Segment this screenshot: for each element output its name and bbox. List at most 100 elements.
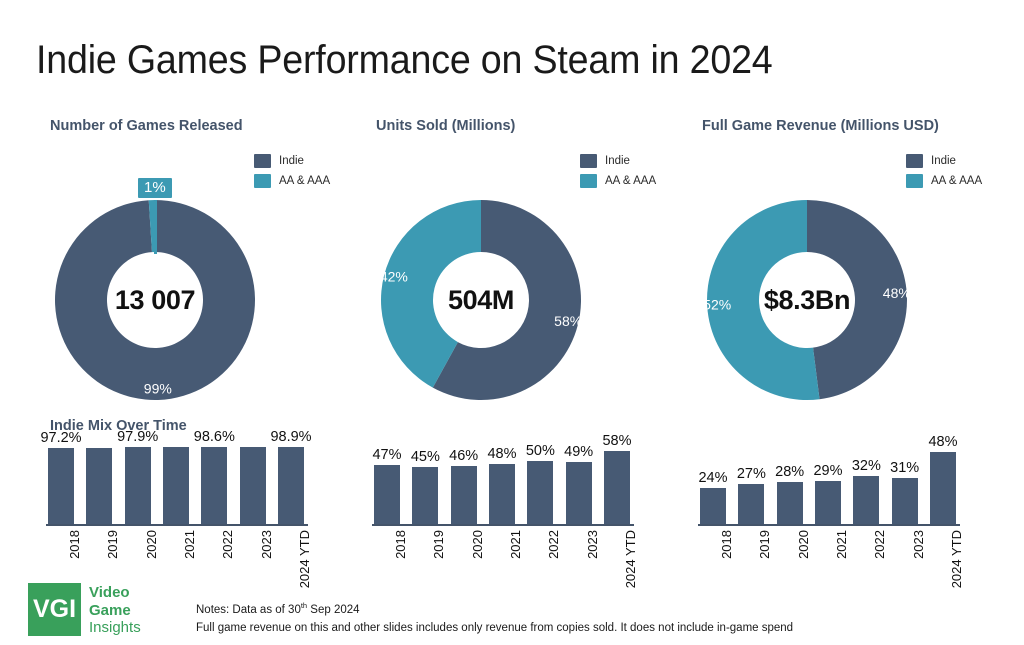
bar-value-label: 97.2% xyxy=(40,430,82,447)
donut-svg: 48% 52% xyxy=(703,199,911,400)
bar-column: 47% xyxy=(372,446,402,524)
bar-value-label: 48% xyxy=(487,445,517,462)
bar-value-label: 24% xyxy=(698,470,728,486)
donut-slice xyxy=(432,200,581,400)
logo-mark: VGI xyxy=(28,583,81,636)
bar-column: 27% xyxy=(736,446,766,524)
bar xyxy=(450,466,477,524)
donut-panel-units-sold: Units Sold (Millions) Indie AA & AAA 58%… xyxy=(362,118,682,418)
panel-title: Number of Games Released xyxy=(50,118,243,134)
bar xyxy=(201,447,228,524)
bar-value-label: 28% xyxy=(775,464,805,480)
donut-chart: 99% 13 007 1% xyxy=(54,178,255,400)
bar-value-label: 97.9% xyxy=(117,429,159,446)
bar-category-label: 2020 xyxy=(795,530,811,559)
bar-value-label: 58% xyxy=(602,433,632,450)
footnotes: Notes: Data as of 30th Sep 2024 Full gam… xyxy=(196,600,793,637)
bar-value-label: 50% xyxy=(525,443,555,460)
bar-category-label: 2021 xyxy=(508,530,523,559)
footnote-line-2: Full game revenue on this and other slid… xyxy=(196,621,794,634)
legend-item-aa-aaa: AA & AAA xyxy=(906,174,982,188)
bar-category-label: 2019 xyxy=(757,530,773,559)
bar-column: 98.6% xyxy=(194,429,235,524)
donut-slice xyxy=(381,200,481,388)
bar xyxy=(738,483,765,524)
panel-title: Units Sold (Millions) xyxy=(376,118,516,134)
donut-svg: 58% 42% xyxy=(380,200,582,400)
slice-callout-leader xyxy=(153,200,157,254)
slice-callout-label: 1% xyxy=(138,178,172,198)
bar-value-label: 27% xyxy=(736,465,766,482)
bar-value-label: 46% xyxy=(449,448,479,465)
bar-category-label: 2024 YTD xyxy=(297,530,312,589)
bar-column xyxy=(163,446,189,524)
bar-column: 98.9% xyxy=(270,429,312,524)
bar-category-label: 2019 xyxy=(431,530,447,559)
page-title: Indie Games Performance on Steam in 2024 xyxy=(36,38,773,82)
bar-value-label: 98.9% xyxy=(270,428,312,445)
bar xyxy=(853,476,880,524)
bar-panel-units-sold-mix: 47% 45% 46% 48% 50% 49% 58% 2018 2019 2020 2021 20… xyxy=(362,418,682,598)
slice-value-label: 52% xyxy=(703,296,731,312)
bar-category-label: 2023 xyxy=(910,530,926,559)
bars-area: 24% 27% 28% 29% 32% 31% 48% xyxy=(698,434,958,524)
slice-value-label: 48% xyxy=(883,285,911,301)
bar-panel-revenue-mix: 24% 27% 28% 29% 32% 31% 48% 2018 2019 2020 2021 20… xyxy=(688,418,1008,598)
axis-line xyxy=(46,524,308,526)
legend: Indie AA & AAA xyxy=(580,154,656,194)
slice-value-label: 42% xyxy=(380,268,408,284)
bar-column: 29% xyxy=(813,446,843,524)
bar-category-label: 2023 xyxy=(258,530,274,559)
bar-column: 58% xyxy=(602,433,632,524)
bar-value-label: 49% xyxy=(564,444,594,461)
bar xyxy=(700,488,726,524)
bar-column: 48% xyxy=(487,445,517,524)
slice-value-label: 58% xyxy=(554,313,582,329)
bar-column: 28% xyxy=(775,446,805,524)
bar-category-label: 2018 xyxy=(719,530,734,559)
donut-slice xyxy=(707,199,820,400)
bar-category-label: 2024 YTD xyxy=(623,530,638,589)
legend-swatch-indie xyxy=(254,154,271,168)
slice-value-label: 99% xyxy=(144,381,172,397)
legend-label-aa-aaa: AA & AAA xyxy=(605,175,657,187)
bar-category-label: 2019 xyxy=(105,530,121,559)
legend-swatch-aa-aaa xyxy=(254,174,271,188)
donut-slice xyxy=(148,200,155,253)
bar-category-label: 2022 xyxy=(220,530,236,559)
vgi-logo: VGI Video Game Insights xyxy=(28,583,141,637)
axis-line xyxy=(372,524,634,526)
bar xyxy=(48,448,74,524)
bar-category-label: 2021 xyxy=(182,530,197,559)
legend-label-indie: Indie xyxy=(605,155,630,167)
panel-title: Full Game Revenue (Millions USD) xyxy=(702,118,939,134)
legend-swatch-indie xyxy=(580,154,597,168)
bar-value-label: 47% xyxy=(372,446,402,463)
bar xyxy=(489,463,515,524)
footnote-date-ordinal: th xyxy=(300,601,308,610)
bar xyxy=(239,447,266,524)
legend-label-aa-aaa: AA & AAA xyxy=(279,175,331,187)
bar xyxy=(891,477,918,524)
bar-column xyxy=(86,446,113,524)
legend-item-indie: Indie xyxy=(254,154,330,168)
legend-swatch-indie xyxy=(906,154,923,168)
bar xyxy=(278,446,304,524)
legend-swatch-aa-aaa xyxy=(580,174,597,188)
bar-column: 97.9% xyxy=(117,429,158,524)
axis-line xyxy=(698,524,960,526)
bar xyxy=(565,462,592,524)
bar-column: 24% xyxy=(698,446,728,524)
bar xyxy=(86,447,113,524)
bar-column: 46% xyxy=(449,446,479,524)
donut-chart: 48% 52% $8.3Bn xyxy=(703,199,911,400)
logo-word-game: Game xyxy=(89,601,131,619)
donut-panel-full-game-revenue: Full Game Revenue (Millions USD) Indie A… xyxy=(688,118,1008,418)
legend-item-aa-aaa: AA & AAA xyxy=(254,174,330,188)
bar-category-label: 2023 xyxy=(584,530,600,559)
logo-word-insights: Insights xyxy=(89,619,141,637)
donut-svg: 99% xyxy=(54,200,255,400)
legend-item-aa-aaa: AA & AAA xyxy=(580,174,656,188)
legend: Indie AA & AAA xyxy=(906,154,982,194)
